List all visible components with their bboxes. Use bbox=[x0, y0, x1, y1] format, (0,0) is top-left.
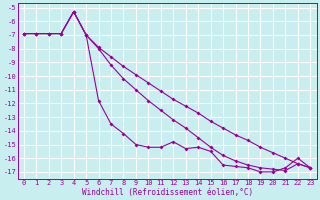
X-axis label: Windchill (Refroidissement éolien,°C): Windchill (Refroidissement éolien,°C) bbox=[82, 188, 252, 197]
